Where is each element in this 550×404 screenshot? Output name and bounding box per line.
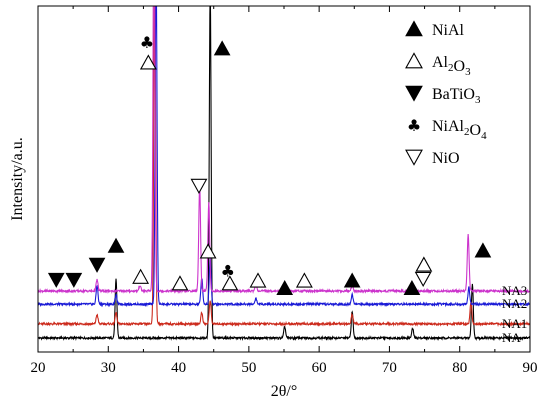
axes: 20 30 40 50 60 70 80 90 bbox=[31, 5, 538, 376]
x-tick-label-80: 80 bbox=[452, 360, 467, 376]
series-label-na1: NA1 bbox=[502, 316, 527, 331]
marker-batio3-0 bbox=[47, 272, 65, 288]
marker-al2o3-13 bbox=[249, 272, 267, 288]
marker-al2o3-19 bbox=[415, 256, 433, 272]
marker-nial-20 bbox=[474, 242, 492, 258]
x-tick-label-40: 40 bbox=[171, 360, 186, 376]
marker-nio-18 bbox=[414, 271, 432, 288]
legend-label-batio3: BaTiO3 bbox=[432, 86, 481, 106]
series-line-na1 bbox=[38, 6, 530, 328]
marker-nial2o4-6: ♣ bbox=[140, 33, 154, 52]
series-label-na: NA bbox=[502, 330, 521, 345]
marker-nial-10 bbox=[213, 40, 231, 56]
legend-symbol-batio3 bbox=[405, 85, 423, 102]
series-line-na2 bbox=[38, 6, 530, 308]
series-label-na3: NA3 bbox=[502, 283, 527, 298]
marker-nial-17 bbox=[403, 280, 421, 296]
marker-nio-8 bbox=[190, 178, 208, 194]
legend-symbol-nial bbox=[405, 20, 423, 37]
marker-al2o3-7 bbox=[171, 275, 189, 291]
legend: NiAl Al2O3 BaTiO3 ♣ NiAl2O4 NiO bbox=[405, 20, 487, 167]
series-label-na2: NA2 bbox=[502, 296, 527, 311]
marker-batio3-2 bbox=[88, 257, 106, 273]
x-tick-label-90: 90 bbox=[523, 360, 538, 376]
legend-symbol-nio bbox=[405, 149, 423, 166]
marker-nial-3 bbox=[107, 237, 125, 253]
series-line-na bbox=[38, 6, 530, 342]
legend-label-nio: NiO bbox=[432, 150, 460, 167]
y-axis-label: Intensity/a.u. bbox=[9, 137, 26, 221]
x-tick-label-20: 20 bbox=[31, 360, 46, 376]
x-tick-label-70: 70 bbox=[382, 360, 397, 376]
x-tick-label-50: 50 bbox=[241, 360, 256, 376]
x-tick-label-30: 30 bbox=[101, 360, 116, 376]
marker-al2o3-5 bbox=[139, 54, 157, 70]
legend-symbol-al2o3 bbox=[405, 52, 423, 69]
marker-al2o3-15 bbox=[295, 272, 313, 288]
legend-label-al2o3: Al2O3 bbox=[432, 54, 471, 78]
legend-label-nial2o4: NiAl2O4 bbox=[432, 118, 487, 142]
marker-al2o3-4 bbox=[132, 268, 150, 284]
marker-batio3-1 bbox=[65, 272, 83, 288]
marker-al2o3-12 bbox=[221, 275, 239, 291]
marker-nial2o4-11: ♣ bbox=[221, 261, 235, 280]
marker-nial-14 bbox=[276, 280, 294, 296]
x-axis-label: 2θ/° bbox=[271, 383, 298, 400]
marker-al2o3-9 bbox=[199, 243, 217, 259]
marker-nial-16 bbox=[343, 272, 361, 288]
legend-symbol-nial2o4: ♣ bbox=[407, 116, 421, 135]
phase-markers: ♣♣ bbox=[47, 33, 492, 296]
x-tick-label-60: 60 bbox=[312, 360, 327, 376]
legend-label-nial: NiAl bbox=[432, 22, 465, 39]
